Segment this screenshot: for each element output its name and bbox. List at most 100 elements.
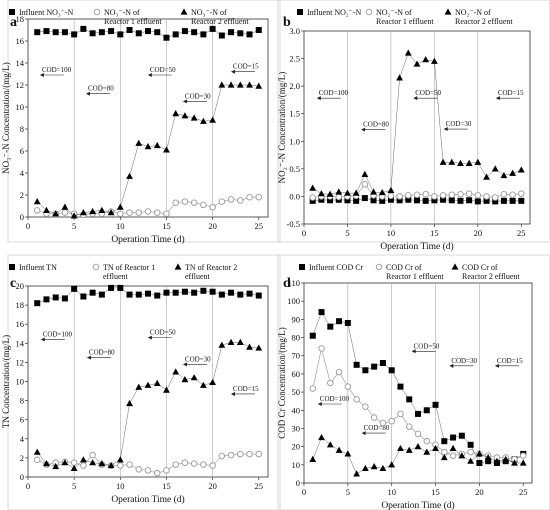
legend-marker-circle xyxy=(365,8,373,16)
data-point-triangle xyxy=(33,448,41,455)
data-point-square xyxy=(34,300,41,307)
y-tick-label: 6 xyxy=(20,415,24,425)
data-point-circle xyxy=(379,419,387,427)
data-point-triangle xyxy=(397,444,404,452)
data-point-triangle xyxy=(153,379,161,387)
data-point-triangle xyxy=(52,462,60,470)
data-point-square xyxy=(344,320,351,326)
data-point-triangle xyxy=(70,464,78,472)
legend-label: effluent xyxy=(185,272,211,281)
data-point-triangle xyxy=(423,448,431,455)
y-axis-label: COD Cr Concentration/(mg/L) xyxy=(277,327,287,438)
data-point-triangle xyxy=(361,170,369,177)
y-tick-label: 6 xyxy=(20,146,24,156)
y-tick-label: 0 xyxy=(296,478,300,488)
data-point-square xyxy=(431,197,438,204)
y-tick-label: 2 xyxy=(20,453,24,463)
data-point-triangle xyxy=(449,444,457,452)
legend-marker-circle xyxy=(375,263,383,271)
legend-label: Reactor 1 effluent xyxy=(104,17,162,26)
data-point-triangle xyxy=(335,188,343,195)
x-tick-label: 20 xyxy=(208,221,217,231)
x-tick-label: 0 xyxy=(26,481,30,491)
data-point-square xyxy=(117,31,124,38)
data-point-triangle xyxy=(465,159,473,166)
panel-d: 0 5 10 15 20 25 0 10 20 30 40 50 60 70 80 90 100 110 Opera… xyxy=(277,254,550,510)
legend-marker-triangle xyxy=(451,263,459,270)
data-point-triangle xyxy=(144,143,152,150)
data-point-circle xyxy=(370,414,378,421)
data-point-square xyxy=(126,291,133,298)
data-point-circle xyxy=(200,461,207,468)
data-point-triangle xyxy=(163,386,170,393)
x-tick-label: 5 xyxy=(345,228,349,238)
legend-label: Influent TN xyxy=(19,263,57,272)
data-point-triangle xyxy=(483,173,490,180)
data-point-triangle xyxy=(457,159,464,166)
data-point-square xyxy=(344,197,351,204)
data-point-triangle xyxy=(404,49,412,56)
data-point-triangle xyxy=(388,461,396,468)
data-point-square xyxy=(89,30,96,37)
data-point-triangle xyxy=(218,341,226,348)
data-point-circle xyxy=(255,450,263,458)
y-tick-label: 2.5 xyxy=(289,54,300,64)
phase-annotation: COD=30 xyxy=(185,355,211,363)
phase-annotation: COD=15 xyxy=(233,385,259,393)
data-point-square xyxy=(476,460,483,466)
y-tick-label: 12 xyxy=(16,357,25,367)
data-point-triangle xyxy=(467,457,475,464)
data-point-triangle xyxy=(172,368,180,375)
series-line-triangle xyxy=(312,52,522,195)
data-point-square xyxy=(191,29,198,36)
data-point-circle xyxy=(144,208,152,215)
data-point-square xyxy=(432,401,439,408)
y-tick-label: 12 xyxy=(16,80,25,90)
legend-marker-triangle xyxy=(180,8,188,15)
annotation-arrowhead xyxy=(182,99,187,104)
phase-annotation: COD=100 xyxy=(42,66,72,74)
data-point-circle xyxy=(405,423,413,430)
panel-letter: c xyxy=(10,276,16,291)
data-point-circle xyxy=(335,193,343,201)
data-point-circle xyxy=(397,410,404,418)
data-point-square xyxy=(309,197,316,204)
legend-label: Reactor 2 effluent xyxy=(191,17,249,26)
data-point-triangle xyxy=(430,57,438,64)
data-point-square xyxy=(467,441,474,448)
annotation-arrowhead xyxy=(316,96,321,101)
data-point-triangle xyxy=(43,460,50,467)
data-point-circle xyxy=(327,379,334,387)
data-point-square xyxy=(309,332,316,339)
data-point-circle xyxy=(519,452,527,459)
y-tick-label: 80 xyxy=(292,333,301,343)
data-point-square xyxy=(200,31,207,38)
data-point-circle xyxy=(227,451,235,459)
data-point-circle xyxy=(126,461,133,468)
y-axis-label: TN Concentration/(mg/L) xyxy=(1,335,11,428)
data-point-square xyxy=(209,288,216,295)
data-point-triangle xyxy=(181,112,189,119)
data-point-square xyxy=(135,30,142,37)
data-point-triangle xyxy=(70,212,78,219)
data-point-circle xyxy=(318,345,325,352)
annotation-arrowhead xyxy=(317,402,322,406)
x-axis-label: Operation Time (d) xyxy=(111,494,184,505)
data-point-triangle xyxy=(126,399,133,407)
data-point-square xyxy=(108,284,115,291)
data-point-square xyxy=(500,197,507,204)
data-point-triangle xyxy=(98,206,106,213)
y-tick-label: 0 xyxy=(20,212,24,222)
data-point-circle xyxy=(237,197,244,204)
data-point-triangle xyxy=(413,60,421,67)
data-point-circle xyxy=(209,462,216,469)
legend-marker-square xyxy=(299,264,305,270)
series-line-square xyxy=(312,311,524,464)
data-point-triangle xyxy=(396,74,404,81)
data-point-square xyxy=(255,27,262,33)
data-point-circle xyxy=(414,430,422,438)
legend-marker-square xyxy=(9,9,15,15)
legend-label: effluent xyxy=(103,272,129,281)
data-point-triangle xyxy=(89,459,97,466)
